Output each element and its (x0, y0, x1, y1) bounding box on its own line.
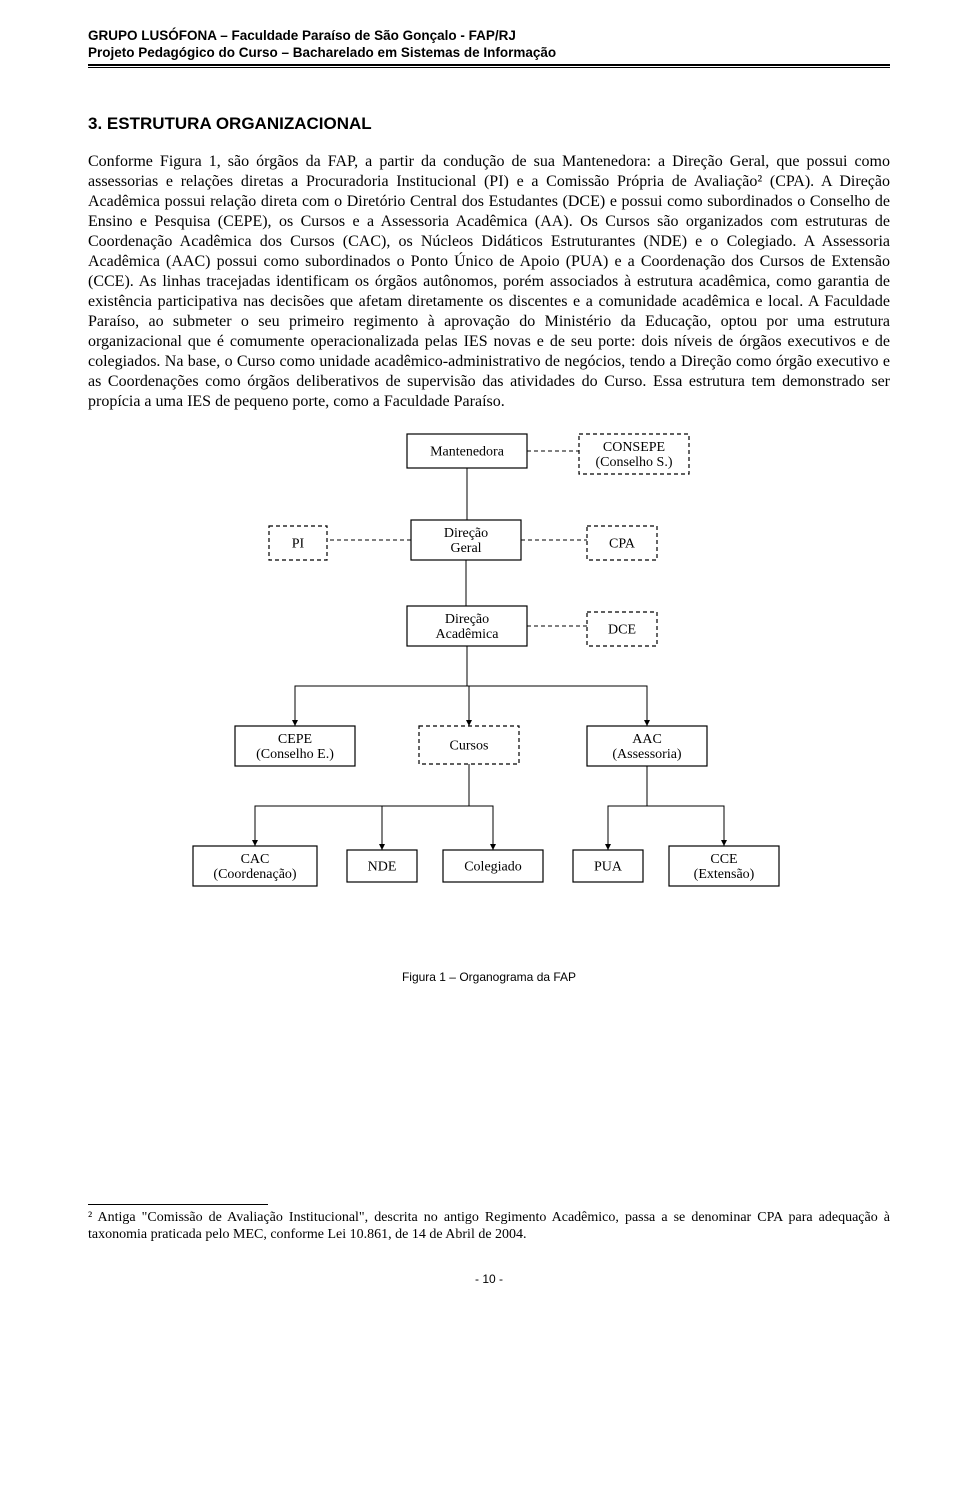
org-node-label-nde: NDE (368, 859, 397, 874)
footnote-rule (88, 1204, 268, 1205)
figure-caption: Figura 1 – Organograma da FAP (88, 970, 890, 984)
org-node-label-coleg: Colegiado (464, 859, 522, 874)
org-edge (382, 764, 469, 850)
org-edge (469, 764, 493, 850)
org-node-label-pi: PI (292, 536, 305, 551)
org-chart-wrap: Mantenedora CONSEPE(Conselho S.) PI Direção… (88, 426, 890, 966)
page-number: - 10 - (88, 1272, 890, 1286)
org-node-label-cpa: CPA (609, 536, 636, 551)
header-line-2: Projeto Pedagógico do Curso – Bacharelad… (88, 45, 890, 62)
org-edge (467, 646, 647, 726)
header-rule-thin (88, 67, 890, 68)
header-rule-thick (88, 64, 890, 66)
header-line-1: GRUPO LUSÓFONA – Faculdade Paraíso de Sã… (88, 28, 890, 45)
org-node-label-dger: DireçãoGeral (444, 526, 488, 556)
body-paragraph: Conforme Figura 1, são órgãos da FAP, a … (88, 152, 890, 412)
org-edge (255, 764, 469, 846)
org-edge (295, 646, 467, 726)
org-node-label-pua: PUA (594, 859, 623, 874)
org-edge (608, 766, 647, 850)
org-node-label-cursos: Cursos (450, 738, 489, 753)
org-edge (647, 766, 724, 846)
org-chart: Mantenedora CONSEPE(Conselho S.) PI Direção… (179, 426, 799, 966)
org-node-label-mant: Mantenedora (430, 444, 505, 459)
footnote: ² Antiga "Comissão de Avaliação Instituc… (88, 1209, 890, 1244)
org-node-label-consepe: CONSEPE(Conselho S.) (596, 440, 673, 470)
section-title: 3. ESTRUTURA ORGANIZACIONAL (88, 114, 890, 134)
doc-header: GRUPO LUSÓFONA – Faculdade Paraíso de Sã… (88, 28, 890, 62)
org-node-label-dce: DCE (608, 622, 636, 637)
